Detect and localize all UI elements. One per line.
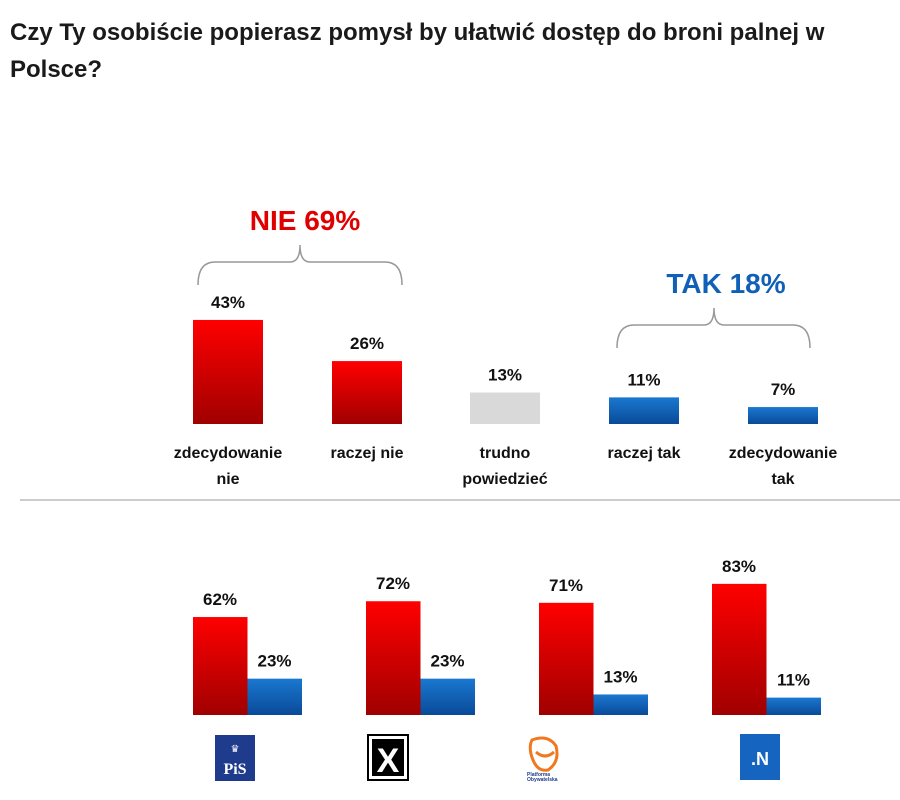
bar: [193, 617, 248, 715]
category-label: raczej tak: [608, 445, 681, 462]
logo-nowoczesna: .N: [740, 734, 780, 780]
category-label: raczej nie: [331, 445, 404, 462]
bar: [748, 407, 818, 424]
group-label: NIE 69%: [250, 205, 361, 236]
svg-text:♛: ♛: [231, 744, 240, 755]
category-label: nie: [216, 471, 239, 488]
value-label: 71%: [549, 576, 583, 595]
svg-text:.N: .N: [751, 749, 769, 769]
bar: [366, 601, 421, 715]
bar: [247, 678, 302, 715]
value-label: 43%: [211, 293, 245, 312]
svg-text:Platforma: Platforma: [527, 772, 550, 778]
category-label: powiedzieć: [462, 471, 547, 488]
logo-pis: PiS ♛: [215, 735, 255, 781]
value-label: 13%: [603, 667, 637, 686]
svg-text:X: X: [377, 742, 400, 780]
bar: [766, 697, 821, 715]
category-label: zdecydowanie: [729, 445, 838, 462]
bar: [539, 602, 594, 715]
value-label: 26%: [350, 334, 384, 353]
tak-bracket: [616, 307, 811, 349]
svg-text:PiS: PiS: [223, 761, 246, 778]
value-label: 23%: [430, 652, 464, 671]
value-label: 72%: [376, 574, 410, 593]
category-label: zdecydowanie: [174, 445, 283, 462]
value-label: 7%: [771, 380, 796, 399]
value-label: 23%: [257, 652, 291, 671]
category-label: tak: [771, 471, 794, 488]
value-label: 13%: [488, 366, 522, 385]
chart-title: Czy Ty osobiście popierasz pomysł by uła…: [10, 19, 825, 83]
logo-po: Platforma Obywatelska: [527, 736, 559, 783]
bar: [193, 319, 263, 424]
value-label: 83%: [722, 557, 756, 576]
logo-kukiz: X: [367, 734, 409, 781]
bar: [593, 694, 648, 715]
value-label: 11%: [627, 370, 660, 389]
value-label: 11%: [777, 671, 810, 690]
category-label: trudno: [480, 445, 531, 462]
value-label: 62%: [203, 590, 237, 609]
bar: [332, 361, 402, 424]
bar: [420, 678, 475, 715]
bar: [609, 397, 679, 424]
bar: [470, 392, 540, 424]
bar: [712, 583, 767, 715]
svg-text:Obywatelska: Obywatelska: [527, 777, 558, 783]
nie-bracket: [197, 244, 403, 286]
group-label: TAK 18%: [666, 268, 785, 299]
